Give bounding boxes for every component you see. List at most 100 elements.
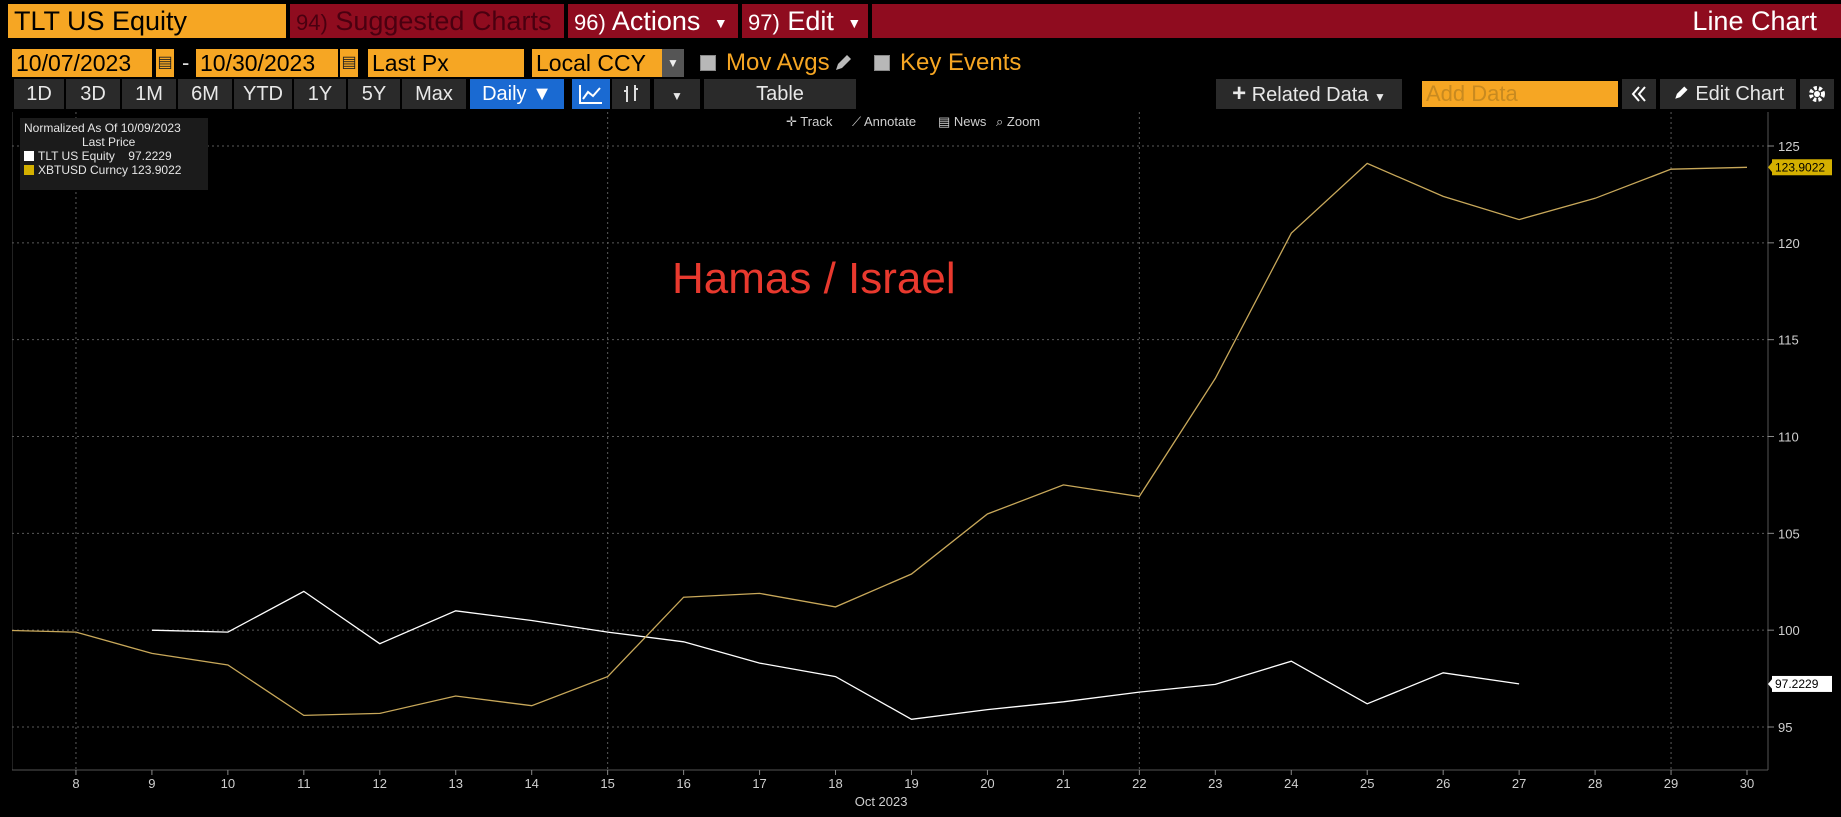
field-selector[interactable]: Last Px — [368, 49, 524, 77]
x-tick-label: 8 — [72, 776, 79, 791]
suggested-charts-menu[interactable]: 94) Suggested Charts — [290, 4, 564, 38]
last-value-tag — [1772, 159, 1832, 176]
range-3d-button[interactable]: 3D — [66, 79, 120, 109]
pencil-icon — [1675, 86, 1688, 99]
y-tick-label: 120 — [1778, 236, 1800, 251]
zoom-tool[interactable]: ⌕ Zoom — [996, 112, 1040, 132]
range-6m-button[interactable]: 6M — [178, 79, 232, 109]
ticker-field[interactable]: TLT US Equity — [8, 4, 286, 38]
chart-legend: Normalized As Of 10/09/2023 Last Price T… — [20, 118, 208, 190]
suggested-charts-label: Suggested Charts — [335, 6, 552, 36]
plus-icon: + — [1232, 80, 1247, 107]
range-1m-button[interactable]: 1M — [122, 79, 176, 109]
chevron-down-icon: ▼ — [1374, 90, 1386, 104]
edit-chart-label: Edit Chart — [1695, 83, 1785, 105]
range-1d-button[interactable]: 1D — [14, 79, 64, 109]
x-tick-label: 20 — [980, 776, 994, 791]
x-tick-label: 26 — [1436, 776, 1450, 791]
series-line-tlt — [151, 590, 1520, 720]
y-tick-label: 100 — [1778, 623, 1800, 638]
chevron-down-icon: ▼ — [671, 89, 683, 103]
news-tool[interactable]: ▤ News — [938, 112, 986, 132]
chevron-down-icon: ▼ — [847, 14, 862, 31]
x-tick-label: 9 — [148, 776, 155, 791]
end-date-field[interactable]: 10/30/2023 — [196, 49, 338, 77]
legend-field: Last Price — [82, 135, 136, 149]
x-tick-label: 21 — [1056, 776, 1070, 791]
y-tick-label: 125 — [1778, 139, 1800, 154]
y-tick-label: 105 — [1778, 526, 1800, 541]
range-1y-button[interactable]: 1Y — [294, 79, 346, 109]
key-events-label[interactable]: Key Events — [900, 49, 1022, 76]
actions-number: 96) — [574, 10, 606, 35]
x-tick-label: 27 — [1512, 776, 1526, 791]
edit-label: Edit — [787, 6, 834, 36]
range-max-button[interactable]: Max — [402, 79, 466, 109]
bar-chart-icon[interactable] — [612, 79, 650, 109]
x-tick-label: 16 — [676, 776, 690, 791]
related-data-menu[interactable]: + Related Data ▼ — [1216, 79, 1402, 109]
line-chart-icon[interactable] — [572, 79, 610, 109]
news-label: News — [953, 114, 987, 129]
suggested-charts-number: 94) — [296, 10, 328, 35]
edit-number: 97) — [748, 10, 780, 35]
legend-swatch — [24, 165, 34, 175]
y-tick-label: 95 — [1778, 720, 1792, 735]
chevron-down-icon: ▼ — [713, 14, 728, 31]
track-tool[interactable]: ✛ Track — [786, 112, 832, 132]
zoom-icon: ⌕ — [996, 114, 1004, 129]
add-data-input[interactable] — [1422, 81, 1618, 107]
x-tick-label: 11 — [297, 776, 311, 791]
mov-avgs-label[interactable]: Mov Avgs — [726, 49, 830, 76]
x-tick-label: 17 — [752, 776, 766, 791]
currency-selector[interactable]: Local CCY — [532, 49, 662, 77]
annotate-tool[interactable]: ⟋ Annotate — [852, 112, 916, 132]
key-events-checkbox[interactable] — [874, 55, 890, 71]
calendar-icon[interactable]: ▤ — [340, 49, 358, 77]
last-value-label: 123.9022 — [1775, 160, 1825, 174]
legend-normalized: Normalized As Of 10/09/2023 — [24, 121, 181, 135]
collapse-icon[interactable] — [1622, 79, 1656, 109]
legend-value: 97.2229 — [128, 149, 172, 163]
track-label: Track — [800, 114, 833, 129]
news-icon: ▤ — [938, 114, 951, 129]
x-tick-label: 29 — [1664, 776, 1678, 791]
chevron-down-icon[interactable]: ▼ — [662, 49, 684, 77]
legend-name: TLT US Equity — [38, 149, 115, 163]
legend-name: XBTUSD Curncy — [38, 163, 129, 177]
edit-menu[interactable]: 97) Edit ▼ — [742, 4, 868, 38]
actions-menu[interactable]: 96) Actions ▼ — [568, 4, 738, 38]
title-area: Line Chart — [872, 4, 1841, 38]
x-tick-label: 19 — [904, 776, 918, 791]
range-5y-button[interactable]: 5Y — [348, 79, 400, 109]
related-data-label: Related Data — [1251, 84, 1369, 106]
series-line-xbt — [12, 162, 1748, 717]
mov-avgs-checkbox[interactable] — [700, 55, 716, 71]
legend-item-xbt: XBTUSD Curncy 123.9022 — [24, 163, 204, 177]
x-axis-label: Oct 2023 — [855, 794, 908, 809]
calendar-icon[interactable]: ▤ — [156, 49, 174, 77]
chart-type-dropdown[interactable]: ▼ — [654, 79, 700, 109]
date-separator: - — [182, 50, 190, 75]
y-tick-label: 115 — [1778, 333, 1799, 348]
edit-chart-button[interactable]: Edit Chart — [1660, 79, 1796, 109]
gear-icon[interactable] — [1800, 79, 1834, 109]
x-tick-label: 14 — [524, 776, 538, 791]
x-tick-label: 30 — [1740, 776, 1754, 791]
zoom-label: Zoom — [1006, 114, 1041, 129]
pencil-icon[interactable] — [832, 52, 854, 74]
x-tick-label: 10 — [221, 776, 235, 791]
chart-annotation: Hamas / Israel — [672, 254, 956, 303]
period-selector[interactable]: Daily ▼ — [470, 79, 564, 109]
table-button[interactable]: Table — [704, 79, 856, 109]
last-value-pointer — [1768, 161, 1773, 174]
start-date-field[interactable]: 10/07/2023 — [12, 49, 152, 77]
annotate-label: Annotate — [864, 114, 917, 129]
last-value-pointer — [1768, 677, 1773, 690]
range-ytd-button[interactable]: YTD — [234, 79, 292, 109]
actions-label: Actions — [611, 6, 701, 36]
legend-item-tlt: TLT US Equity 97.2229 — [24, 149, 204, 163]
last-value-tag — [1772, 675, 1832, 692]
line-chart[interactable]: 95 100 105 110 115 120 125 8 9 10 11 12 13 14 15 16 17 18… — [12, 112, 1841, 817]
page-title: Line Chart — [1692, 6, 1817, 36]
